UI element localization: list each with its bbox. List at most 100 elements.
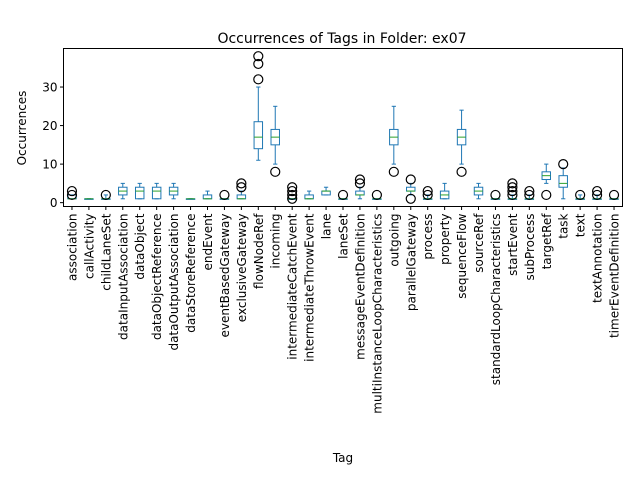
outlier-point <box>66 185 78 197</box>
box-group-timerEventDefinition <box>608 189 620 201</box>
x-tick-label: incoming <box>269 214 283 269</box>
box-group-flowNodeRef <box>253 51 264 161</box>
axes-frame <box>63 48 623 207</box>
outlier-point <box>541 189 552 201</box>
box-iqr <box>236 194 247 200</box>
box-group-endEvent <box>202 190 213 200</box>
x-axis-label: Tag <box>332 451 353 465</box>
outlier-point <box>66 189 78 201</box>
x-tick-label: intermediateThrowEvent <box>303 213 317 362</box>
box-group-dataOutputAssociation <box>168 182 179 200</box>
x-tick-label: outgoing <box>387 214 401 267</box>
box-group-text <box>575 189 586 201</box>
outlier-point <box>371 189 382 201</box>
box-iqr <box>151 186 162 200</box>
x-tick-label: multiInstanceLoopCharacteristics <box>370 214 384 414</box>
outlier-point <box>354 178 366 189</box>
box-group-dataObjectReference <box>151 182 162 200</box>
box-iqr <box>558 175 568 188</box>
box-group-lane <box>321 186 331 196</box>
box-group-laneSet <box>337 189 349 201</box>
x-tick-label: association <box>65 214 79 281</box>
outlier-point <box>507 182 518 193</box>
box-iqr <box>406 186 416 192</box>
outlier-point <box>270 166 281 177</box>
outlier-point <box>422 189 433 201</box>
outlier-point <box>253 58 264 70</box>
outlier-point <box>337 189 349 201</box>
box-iqr <box>355 190 365 196</box>
y-tick-label: 10 <box>42 158 57 172</box>
outlier-point <box>287 193 298 204</box>
x-tick-label: property <box>438 214 452 265</box>
x-tick-label: dataObject <box>133 213 147 279</box>
box-iqr <box>253 121 264 150</box>
box-group-dataObject <box>134 182 145 200</box>
box-iqr <box>321 190 331 196</box>
box-group-exclusiveGateway <box>236 178 247 200</box>
box-group-outgoing <box>388 105 399 177</box>
outlier-point <box>524 189 535 201</box>
outlier-point <box>253 74 264 85</box>
outlier-point <box>507 185 518 197</box>
outlier-point <box>236 182 247 193</box>
x-tick-label: intermediateCatchEvent <box>286 213 300 360</box>
x-tick-label: task <box>557 213 571 238</box>
x-tick-label: targetRef <box>540 213 554 270</box>
x-tick-label: lane <box>320 214 334 240</box>
box-group-startEvent <box>507 178 518 201</box>
y-axis-label: Occurrences <box>15 91 29 166</box>
x-tick-label: eventBasedGateway <box>218 214 232 338</box>
x-tick-label: messageEventDefinition <box>353 214 367 360</box>
x-tick-label: sequenceFlow <box>455 213 469 298</box>
outlier-point <box>100 189 111 201</box>
box-group-process <box>422 185 433 201</box>
box-group-sourceRef <box>473 182 484 200</box>
x-tick-label: sourceRef <box>472 213 486 273</box>
box-group-subProcess <box>524 185 535 201</box>
box-group-messageEventDefinition <box>354 174 366 200</box>
outlier-point <box>591 189 603 201</box>
outlier-point <box>558 159 569 170</box>
outlier-point <box>236 178 247 189</box>
outlier-point <box>591 185 603 197</box>
box-group-parallelGateway <box>405 174 416 204</box>
box-iqr <box>304 194 314 200</box>
outlier-point <box>219 189 230 201</box>
box-group-childLaneSet <box>100 189 111 201</box>
x-tick-label: dataObjectReference <box>150 214 164 341</box>
box-group-incoming <box>270 105 281 177</box>
outlier-point <box>575 189 586 201</box>
box-group-intermediateCatchEvent <box>287 182 298 204</box>
outlier-point <box>490 189 501 201</box>
box-group-multiInstanceLoopCharacteristics <box>371 189 382 201</box>
chart-title: Occurrences of Tags in Folder: ex07 <box>217 31 466 47</box>
outlier-point <box>354 174 366 185</box>
outlier-point <box>422 185 433 197</box>
x-tick-label: timerEventDefinition <box>608 214 622 339</box>
plot-area <box>66 51 620 204</box>
box-group-eventBasedGateway <box>219 189 230 201</box>
y-tick-label: 20 <box>42 119 57 133</box>
x-tick-label: dataOutputAssociation <box>167 214 181 351</box>
outlier-point <box>608 189 620 201</box>
box-group-dataInputAssociation <box>118 182 128 200</box>
x-tick-label: process <box>421 214 435 260</box>
outlier-point <box>287 189 298 201</box>
x-tick-label: childLaneSet <box>99 213 113 291</box>
x-tick-label: parallelGateway <box>404 214 418 312</box>
outlier-point <box>524 185 535 197</box>
y-tick-label: 30 <box>42 81 57 95</box>
box-group-callActivity <box>84 198 94 200</box>
x-tick-label: subProcess <box>523 214 537 281</box>
x-tick-label: textAnnotation <box>591 214 605 304</box>
box-group-standardLoopCharacteristics <box>490 189 501 201</box>
y-axis: 0 10 20 30 <box>42 81 64 210</box>
box-group-task <box>558 159 569 200</box>
x-tick-label: standardLoopCharacteristics <box>489 214 503 386</box>
x-tick-label: laneSet <box>337 213 351 259</box>
outlier-point <box>405 174 416 185</box>
x-tick-label: flowNodeRef <box>252 213 266 289</box>
outlier-point <box>405 193 416 204</box>
